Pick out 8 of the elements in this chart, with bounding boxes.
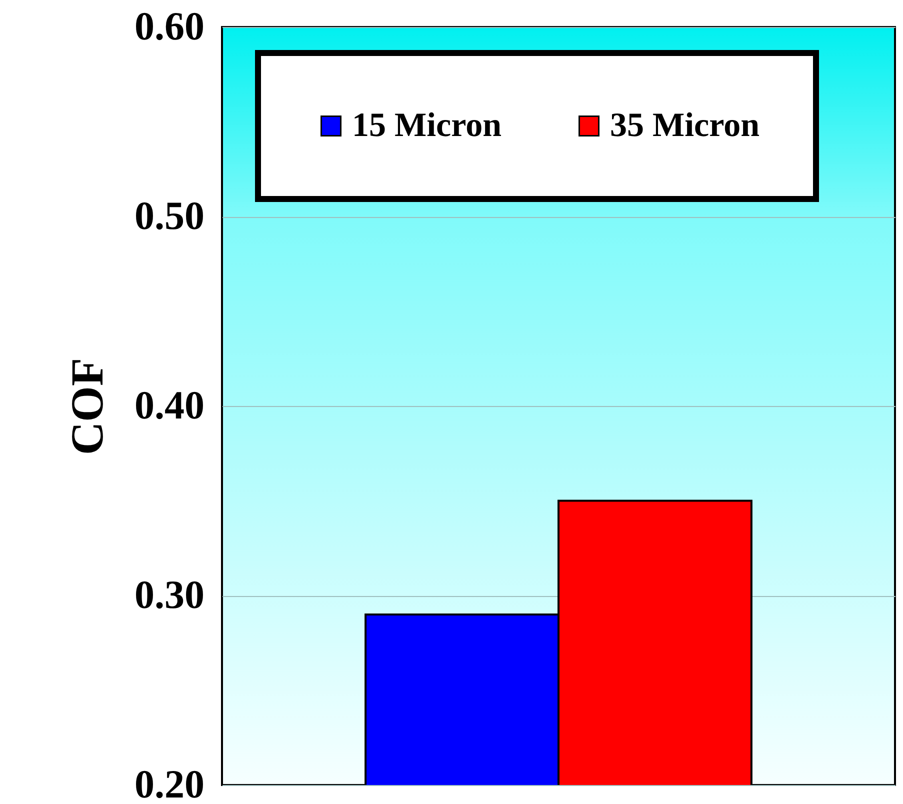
y-tick-label: 0.60 — [134, 4, 204, 48]
y-tick-label: 0.30 — [134, 572, 204, 617]
y-tick-label: 0.20 — [134, 762, 204, 804]
y-axis-title: COF — [62, 358, 112, 456]
y-tick-label: 0.50 — [134, 193, 204, 238]
legend-label: 15 Micron — [352, 107, 502, 144]
y-tick-label: 0.40 — [134, 382, 204, 428]
legend-label: 35 Micron — [610, 107, 760, 144]
